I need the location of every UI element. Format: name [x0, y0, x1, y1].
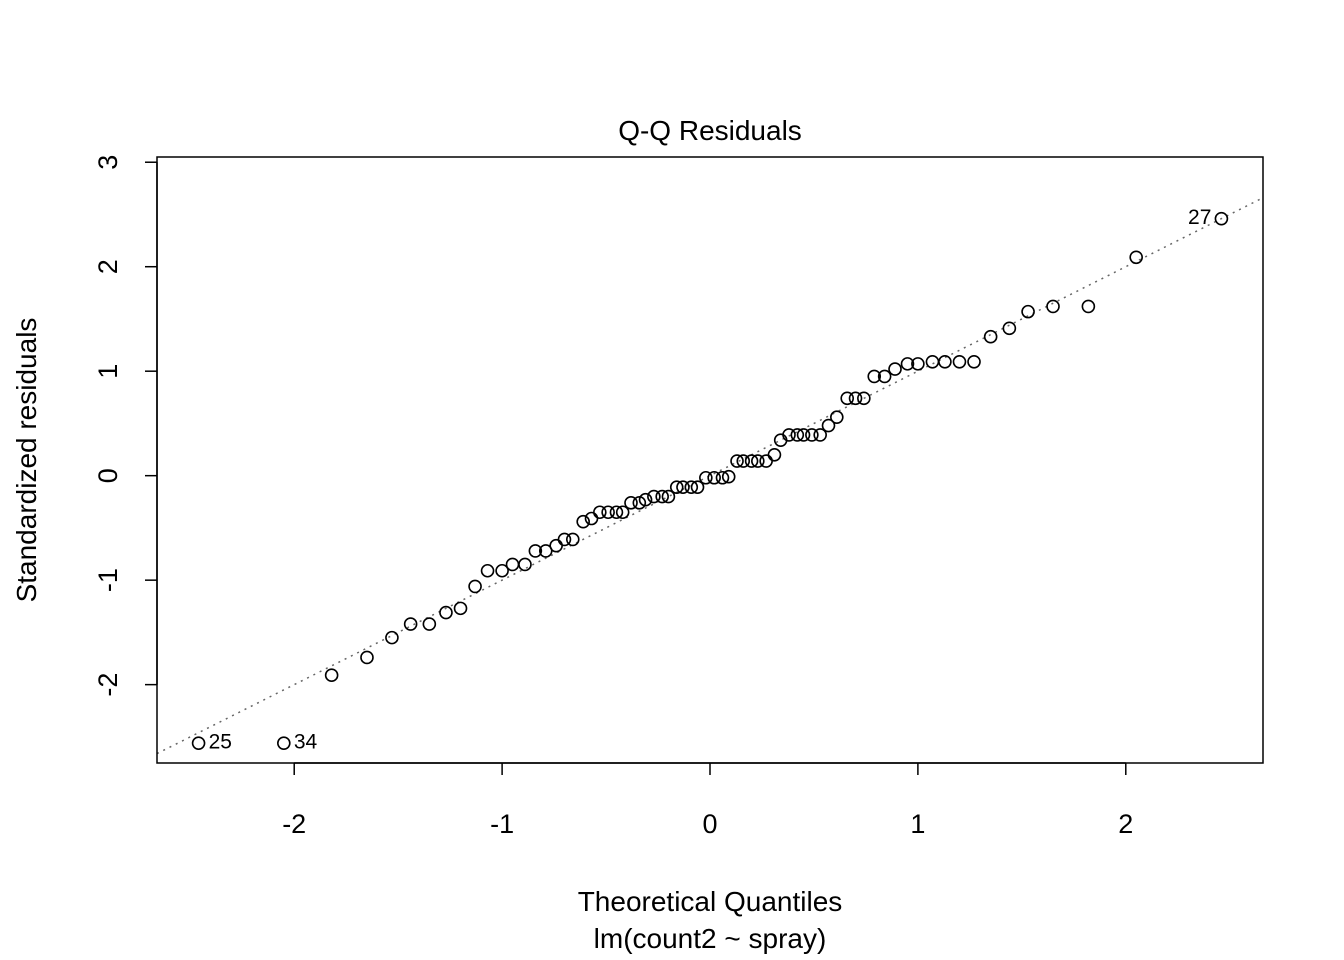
point-label: 25	[209, 731, 232, 754]
data-point	[1021, 304, 1035, 319]
data-point	[744, 454, 759, 468]
data-point	[557, 532, 572, 547]
data-point	[1002, 321, 1017, 336]
data-point	[1214, 211, 1229, 226]
y-axis-label: Standardized residuals	[11, 318, 42, 603]
x-tick-label: 0	[702, 809, 717, 839]
y-tick-label: 3	[93, 155, 123, 170]
data-point	[669, 480, 684, 494]
data-point	[360, 650, 374, 665]
data-point	[967, 354, 981, 369]
point-label: 27	[1188, 206, 1211, 229]
data-point	[848, 391, 863, 406]
data-point	[632, 496, 647, 510]
data-point	[593, 505, 607, 520]
reference-line-layer	[156, 197, 1264, 755]
data-point	[900, 357, 915, 371]
data-point	[767, 447, 782, 462]
data-point	[730, 454, 744, 468]
data-point	[1046, 299, 1060, 314]
x-tick-label: 1	[910, 809, 925, 839]
data-point	[830, 410, 844, 424]
data-point	[584, 511, 599, 526]
data-point	[1081, 299, 1096, 314]
x-axis-label: Theoretical Quantiles	[578, 886, 843, 917]
annotations-layer: 25 34 27	[209, 206, 1212, 754]
data-point	[888, 362, 902, 376]
data-point	[715, 470, 730, 485]
data-point	[796, 428, 811, 442]
data-point	[403, 617, 418, 631]
data-point	[385, 630, 399, 645]
data-point	[877, 369, 892, 384]
point-label: 34	[294, 731, 318, 754]
data-point	[453, 601, 468, 616]
data-point	[699, 470, 713, 485]
y-tick-label: -1	[93, 568, 123, 592]
data-point	[782, 428, 796, 442]
data-point	[647, 489, 661, 504]
data-point	[495, 563, 509, 578]
data-point	[505, 557, 520, 572]
data-point	[528, 544, 543, 558]
data-point	[624, 496, 638, 510]
data-point	[549, 538, 563, 553]
data-point	[821, 418, 836, 433]
data-point	[857, 391, 871, 406]
data-point	[655, 489, 669, 504]
data-point	[538, 544, 553, 558]
y-tick-label: -2	[93, 673, 123, 697]
plot-frame	[156, 156, 1264, 764]
x-tick-label: -2	[282, 809, 306, 839]
data-point	[324, 668, 339, 683]
data-point	[576, 514, 590, 529]
data-point	[439, 605, 453, 620]
data-point	[805, 428, 819, 442]
data-point	[813, 428, 827, 442]
data-point	[609, 505, 624, 520]
data-point	[518, 557, 532, 572]
data-point	[684, 480, 699, 494]
data-point	[840, 391, 855, 406]
x-axis-sublabel: lm(count2 ~ spray)	[594, 923, 827, 954]
y-tick-label: 0	[93, 468, 123, 483]
data-point	[565, 532, 580, 547]
data-point	[938, 354, 952, 369]
x-tick-label: 2	[1118, 809, 1133, 839]
data-point	[191, 736, 206, 750]
data-point	[952, 354, 967, 369]
data-point	[661, 489, 676, 504]
data-point	[721, 469, 736, 484]
data-point	[759, 454, 773, 468]
data-point	[925, 354, 940, 369]
y-tick-label: 1	[93, 364, 123, 379]
data-point	[422, 617, 437, 631]
data-point	[690, 480, 705, 494]
data-point	[911, 357, 925, 371]
points-layer	[191, 211, 1229, 750]
data-point	[676, 480, 690, 494]
data-point	[867, 369, 882, 384]
reference-line	[156, 197, 1264, 755]
data-point	[277, 736, 291, 750]
data-point	[638, 492, 653, 507]
data-point	[751, 454, 765, 468]
data-point	[615, 505, 630, 520]
data-point	[790, 428, 805, 442]
chart-title: Q-Q Residuals	[618, 115, 802, 146]
data-point	[1129, 250, 1143, 265]
data-point	[983, 329, 998, 344]
data-point	[736, 454, 751, 468]
y-tick-label: 2	[93, 259, 123, 274]
x-tick-label: -1	[490, 809, 514, 839]
data-point	[601, 505, 615, 520]
data-point	[468, 579, 482, 594]
axes-layer: -2 -1 0 1 2 -2 -1 0 1 2 3	[93, 155, 1133, 839]
data-point	[707, 470, 721, 485]
data-point	[480, 563, 495, 578]
